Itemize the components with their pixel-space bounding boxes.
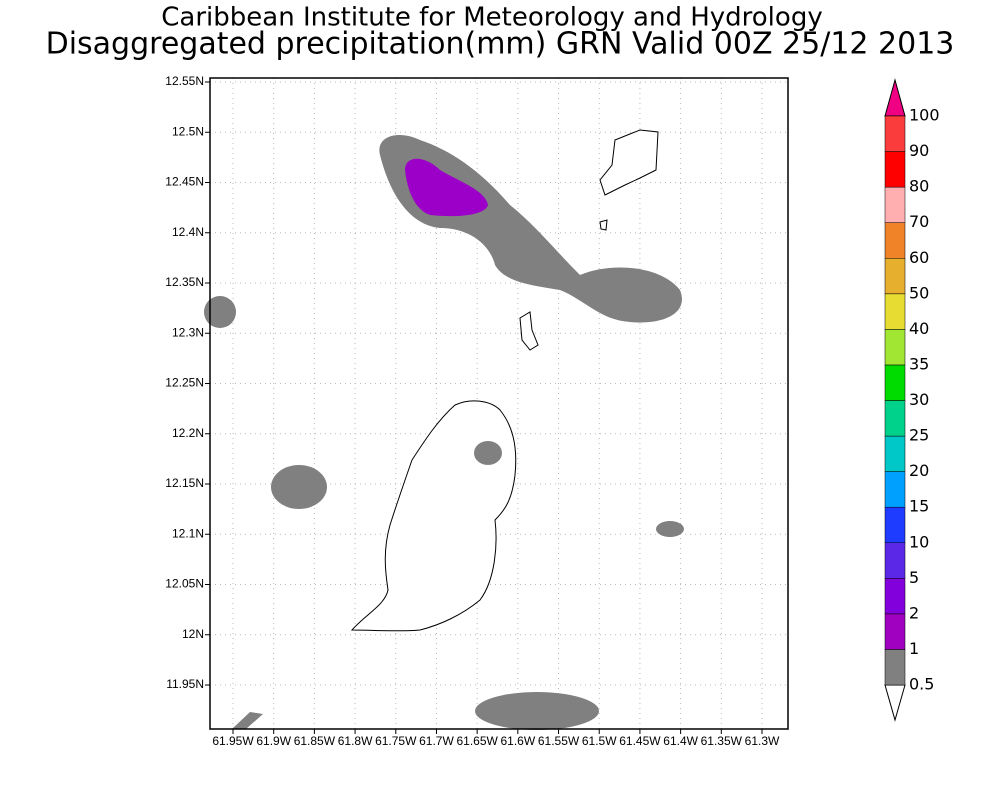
y-tick-label: 12.15N	[165, 476, 204, 490]
x-tick-label: 61.3W	[745, 734, 780, 748]
island	[519, 311, 539, 351]
x-tick-label: 61.6W	[501, 734, 536, 748]
precip-area	[232, 712, 263, 729]
y-tick-label: 12.3N	[172, 325, 204, 339]
colorbar-label: 1	[909, 639, 919, 658]
colorbar-segment	[884, 542, 906, 579]
colorbar-segment	[884, 186, 906, 223]
colorbar-segment	[884, 364, 906, 401]
axis-labels: 12.55N 12.5N 12.45N 12.4N 12.35N 12.3N 12.25N 1…	[165, 74, 780, 748]
precip-area	[474, 441, 502, 465]
colorbar-label: 20	[909, 461, 929, 480]
colorbar-label: 60	[909, 248, 929, 267]
y-tick-label: 12.1N	[172, 526, 204, 540]
x-tick-label: 61.4W	[663, 734, 698, 748]
colorbar-label: 90	[909, 141, 929, 160]
colorbar-label: 80	[909, 177, 929, 196]
colorbar-label: 50	[909, 283, 929, 302]
colorbar-segment	[884, 435, 906, 472]
colorbar-segment	[884, 115, 906, 152]
colorbar-segment	[884, 329, 906, 366]
x-tick-label: 61.75W	[375, 734, 417, 748]
colorbar-label: 2	[909, 603, 919, 622]
x-tick-label: 61.95W	[212, 734, 254, 748]
y-tick-label: 12.45N	[165, 175, 204, 189]
colorbar-segment	[884, 471, 906, 508]
colorbar-label: 30	[909, 390, 929, 409]
precip-area	[405, 158, 488, 217]
colorbar-segment	[884, 400, 906, 437]
colorbar-segment	[884, 258, 906, 295]
island	[599, 219, 608, 231]
colorbar-segment	[884, 506, 906, 543]
y-tick-label: 12N	[182, 627, 204, 641]
x-tick-label: 61.35W	[701, 734, 743, 748]
colorbar-segment	[884, 649, 906, 686]
colorbar-label: 0.5	[909, 675, 934, 694]
map-frame	[209, 77, 789, 730]
colorbar-segment	[884, 151, 906, 188]
title: Caribbean Institute for Meteorology and …	[161, 3, 822, 33]
y-tick-label: 12.25N	[165, 376, 204, 390]
colorbar-under	[884, 684, 906, 722]
x-tick-label: 61.85W	[294, 734, 336, 748]
colorbar-label: 100	[909, 106, 940, 125]
island	[350, 400, 517, 632]
y-tick-label: 12.4N	[172, 225, 204, 239]
colorbar-label: 10	[909, 532, 929, 551]
colorbar-segment	[884, 613, 906, 650]
x-tick-label: 61.8W	[338, 734, 373, 748]
x-tick-label: 61.65W	[456, 734, 498, 748]
precip-area	[475, 692, 599, 730]
colorbar-label: 5	[909, 568, 919, 587]
colorbar-label: 25	[909, 426, 929, 445]
y-tick-label: 12.35N	[165, 275, 204, 289]
x-tick-label: 61.5W	[582, 734, 617, 748]
colorbar-over	[884, 78, 906, 117]
subtitle: Disaggregated precipitation(mm) GRN Vali…	[46, 27, 955, 62]
precip-area	[204, 296, 236, 328]
colorbar-label: 35	[909, 354, 929, 373]
y-tick-label: 12.55N	[165, 74, 204, 88]
colorbar-label: 40	[909, 319, 929, 338]
precip-area	[271, 465, 327, 509]
x-tick-label: 61.9W	[256, 734, 291, 748]
colorbar-label: 15	[909, 497, 929, 516]
colorbar-segment	[884, 222, 906, 259]
grid	[210, 78, 788, 729]
precipitation-map	[204, 129, 684, 730]
colorbar-segment	[884, 578, 906, 615]
x-tick-label: 61.55W	[538, 734, 580, 748]
precip-area	[656, 521, 684, 537]
colorbar-label: 70	[909, 212, 929, 231]
y-tick-label: 12.2N	[172, 426, 204, 440]
x-tick-label: 61.45W	[619, 734, 661, 748]
colorbar-segment	[884, 293, 906, 330]
y-tick-label: 12.05N	[165, 577, 204, 591]
x-tick-label: 61.7W	[419, 734, 454, 748]
island	[599, 129, 659, 196]
y-tick-label: 12.5N	[172, 124, 204, 138]
y-tick-label: 11.95N	[166, 677, 204, 691]
